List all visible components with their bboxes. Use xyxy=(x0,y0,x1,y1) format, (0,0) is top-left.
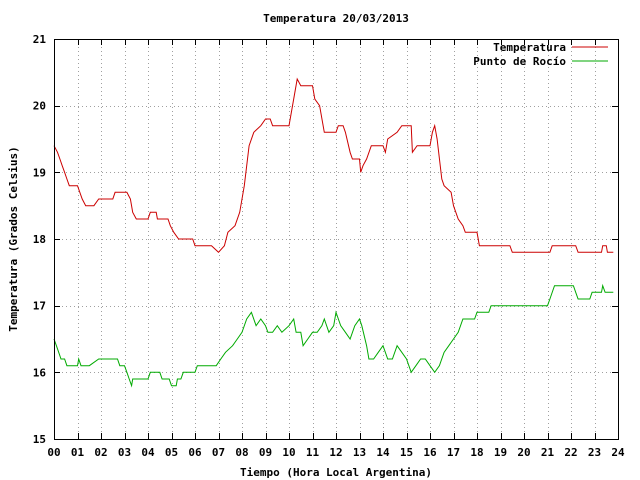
x-tick-label: 08 xyxy=(235,446,248,459)
x-tick-label: 01 xyxy=(71,446,85,459)
legend-label-1: Punto de Rocío xyxy=(473,55,566,68)
x-tick-label: 14 xyxy=(376,446,390,459)
y-tick-label: 15 xyxy=(33,433,46,446)
x-tick-label: 19 xyxy=(494,446,507,459)
x-axis-label: Tiempo (Hora Local Argentina) xyxy=(240,466,432,479)
x-tick-label: 22 xyxy=(564,446,577,459)
x-tick-label: 06 xyxy=(188,446,202,459)
x-tick-label: 10 xyxy=(282,446,295,459)
y-axis-label: Temperatura (Grados Celsius) xyxy=(7,146,20,331)
x-tick-label: 00 xyxy=(47,446,60,459)
x-tick-label: 04 xyxy=(141,446,155,459)
x-tick-label: 11 xyxy=(306,446,320,459)
series-line-1 xyxy=(53,283,614,388)
x-tick-label: 07 xyxy=(212,446,225,459)
y-tick-labels: 15 16 17 18 19 20 21 xyxy=(33,33,47,446)
x-tick-label: 13 xyxy=(353,446,366,459)
legend-label-0: Temperatura xyxy=(493,41,566,54)
chart-title: Temperatura 20/03/2013 xyxy=(263,12,409,25)
x-tick-label: 21 xyxy=(541,446,555,459)
series-layer xyxy=(53,77,614,388)
x-tick-label: 09 xyxy=(259,446,272,459)
y-tick-label: 18 xyxy=(33,233,46,246)
x-tick-label: 24 xyxy=(611,446,625,459)
x-tick-labels: 00 01 02 03 04 05 06 07 08 09 10 11 12 13 14 15 16 17 18 19… xyxy=(47,446,625,459)
x-tick-label: 23 xyxy=(588,446,601,459)
x-tick-label: 15 xyxy=(400,446,413,459)
x-tick-label: 05 xyxy=(165,446,178,459)
x-tick-label: 20 xyxy=(517,446,530,459)
grid xyxy=(54,39,618,439)
y-tick-label: 17 xyxy=(33,300,46,313)
y-tick-label: 20 xyxy=(33,100,46,113)
x-tick-label: 17 xyxy=(447,446,460,459)
x-tick-label: 16 xyxy=(423,446,437,459)
x-tick-label: 18 xyxy=(470,446,483,459)
y-tick-label: 21 xyxy=(33,33,47,46)
y-tick-label: 19 xyxy=(33,166,46,179)
x-tick-label: 02 xyxy=(94,446,107,459)
axis-ticks xyxy=(54,39,619,440)
x-tick-label: 12 xyxy=(329,446,342,459)
y-tick-label: 16 xyxy=(33,366,47,379)
series-line-0 xyxy=(53,77,614,254)
x-tick-label: 03 xyxy=(118,446,131,459)
